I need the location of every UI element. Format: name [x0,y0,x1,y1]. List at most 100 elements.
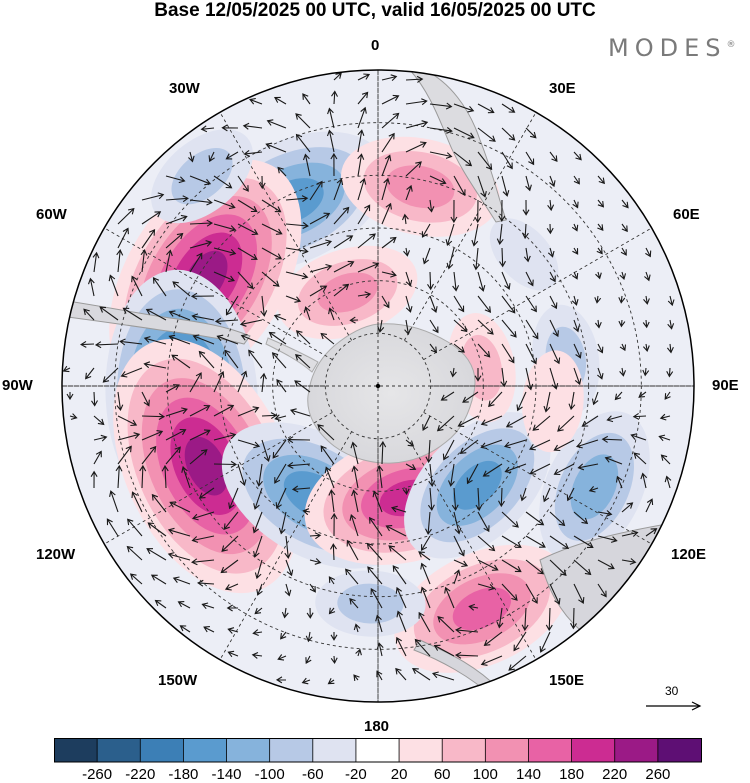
wind-vector [213,432,237,441]
wind-vector [425,439,433,464]
colorbar-swatch-1 [54,738,99,763]
wind-vector [258,175,266,190]
wind-vector [165,214,188,225]
wind-vector [572,247,579,255]
wind-vector [549,151,558,163]
wind-vector [169,501,191,513]
registered-mark: ® [726,40,736,50]
wind-vector [549,271,556,283]
wind-vector [309,558,322,565]
wind-vector [664,391,671,400]
wind-vector [638,391,647,398]
wind-vector [191,511,215,521]
wind-vector [237,199,258,213]
wind-vector [295,133,311,153]
wind-vector [328,607,336,615]
wind-vector [645,528,658,537]
wind-vector [437,616,455,633]
wind-vector [189,175,212,186]
wind-vector [396,610,407,633]
wind-vector [412,668,431,681]
wind-vector [450,199,458,224]
wind-vector [349,597,359,609]
wind-vector [501,319,517,338]
wind-vector [357,153,365,177]
wind-vector [285,222,309,229]
wind-vector [266,119,287,129]
wind-vector [501,343,515,364]
wind-vector [90,470,98,489]
wind-vector [525,127,537,139]
wind-vector [447,463,455,487]
wind-vector [381,112,400,129]
wind-vector [405,439,415,447]
wind-vector [376,642,384,657]
lon-label-30w: 30W [169,80,200,97]
wind-vector [213,371,225,393]
wind-vector [454,651,479,659]
wind-vector [346,539,359,561]
wind-vector [309,239,333,249]
wind-vector [503,439,527,449]
wind-vector [225,295,239,316]
wind-vector [295,113,311,129]
wind-vector [572,199,579,209]
colorbar-tick-label: -60 [301,766,324,783]
wind-vector [305,631,313,643]
wind-vector [224,583,239,591]
colorbar-swatch-8 [355,738,400,763]
lon-label-30e: 30E [549,80,576,97]
wind-vector [422,247,431,265]
wind-vector [659,413,671,421]
wind-vector [261,412,278,420]
wind-vector [501,103,516,113]
wind-vector [309,180,323,201]
wind-vector [575,439,599,449]
wind-vector [667,295,675,307]
wind-vector [141,192,165,201]
wind-vector [425,511,432,535]
wind-vector [214,317,239,325]
wind-vector [422,415,431,431]
wind-vector [213,271,235,282]
meridian-line [104,411,333,545]
wind-vector [418,611,431,633]
wind-vector [442,439,455,461]
lon-label-90w: 90W [2,377,33,394]
wind-vector [117,445,132,465]
wind-vector [367,566,383,585]
wind-vector [597,535,618,543]
wind-vector [549,319,559,338]
wind-vector [547,199,555,212]
wind-vector [168,334,191,345]
wind-vector [213,175,233,189]
wind-vector [151,493,167,513]
wind-vector [145,308,167,321]
wind-vector [421,535,431,552]
wind-vector [405,120,429,129]
wind-vector [521,223,529,240]
wind-vector [129,573,143,585]
wind-vector [237,439,261,449]
wind-vector [146,548,167,561]
wind-vector [102,367,119,383]
map-boundary [61,69,695,703]
meridian-line [403,112,537,341]
wind-vector [237,247,258,260]
wind-vector [667,319,675,330]
page-title: Base 12/05/2025 00 UTC, valid 16/05/2025… [154,0,596,21]
wind-vector [666,343,674,354]
wind-vector [630,433,647,441]
wind-vector [619,271,627,281]
wind-vector [539,631,551,653]
wind-vector [547,247,555,258]
wind-vector [477,319,494,335]
wind-vector [405,161,422,177]
wind-vector [381,154,392,177]
wind-vector [91,391,98,407]
wind-vector [504,463,527,474]
wind-vector [302,508,311,516]
wind-vector [488,391,503,408]
wind-vector [301,677,311,685]
